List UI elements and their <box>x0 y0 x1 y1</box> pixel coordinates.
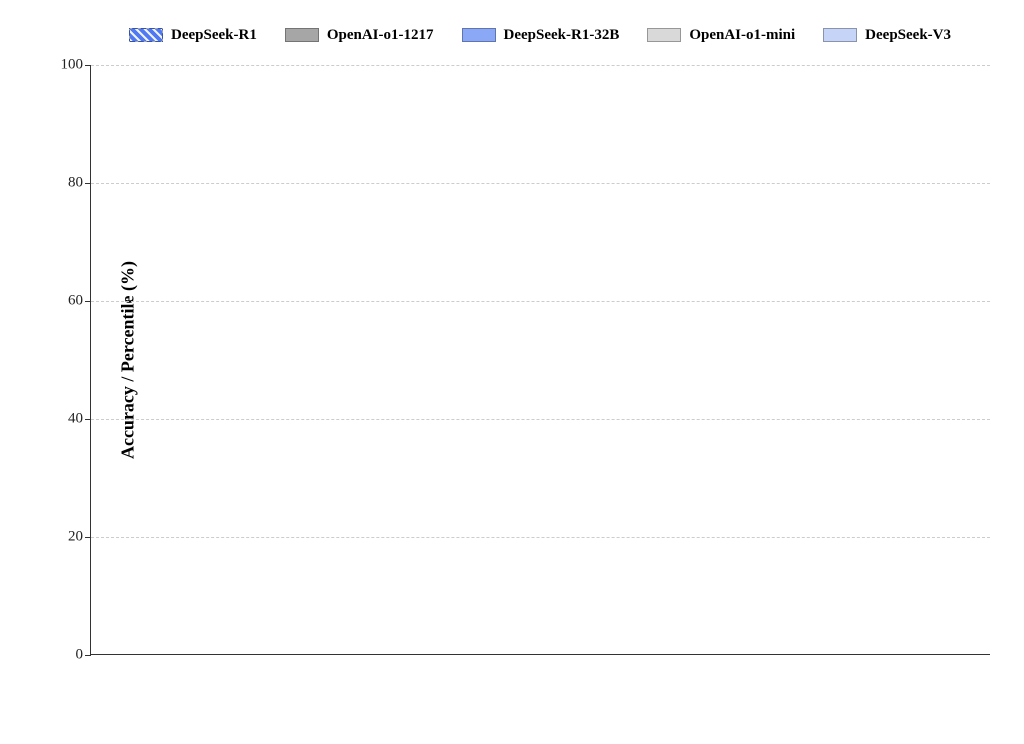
legend-item: OpenAI-o1-1217 <box>285 27 434 44</box>
legend-item: DeepSeek-V3 <box>823 27 951 44</box>
legend-item: DeepSeek-R1 <box>129 27 257 44</box>
legend-label: OpenAI-o1-1217 <box>327 27 434 44</box>
ytick-label: 80 <box>68 175 91 192</box>
legend-label: DeepSeek-V3 <box>865 27 951 44</box>
legend-label: OpenAI-o1-mini <box>689 27 795 44</box>
ytick-label: 60 <box>68 293 91 310</box>
legend-swatch <box>285 28 319 42</box>
legend-label: DeepSeek-R1 <box>171 27 257 44</box>
ytick-label: 0 <box>76 647 92 664</box>
legend-swatch <box>129 28 163 42</box>
ytick-label: 40 <box>68 411 91 428</box>
legend-swatch <box>462 28 496 42</box>
bar-groups <box>91 65 990 654</box>
legend: DeepSeek-R1 OpenAI-o1-1217 DeepSeek-R1-32B… <box>80 20 1000 50</box>
plot-area: Accuracy / Percentile (%) 020406080100 <box>90 65 990 655</box>
ytick-label: 100 <box>61 57 92 74</box>
legend-swatch <box>823 28 857 42</box>
legend-label: DeepSeek-R1-32B <box>504 27 620 44</box>
legend-item: OpenAI-o1-mini <box>647 27 795 44</box>
legend-item: DeepSeek-R1-32B <box>462 27 620 44</box>
legend-swatch <box>647 28 681 42</box>
ytick-label: 20 <box>68 529 91 546</box>
benchmark-chart: DeepSeek-R1 OpenAI-o1-1217 DeepSeek-R1-32B… <box>80 20 1000 710</box>
